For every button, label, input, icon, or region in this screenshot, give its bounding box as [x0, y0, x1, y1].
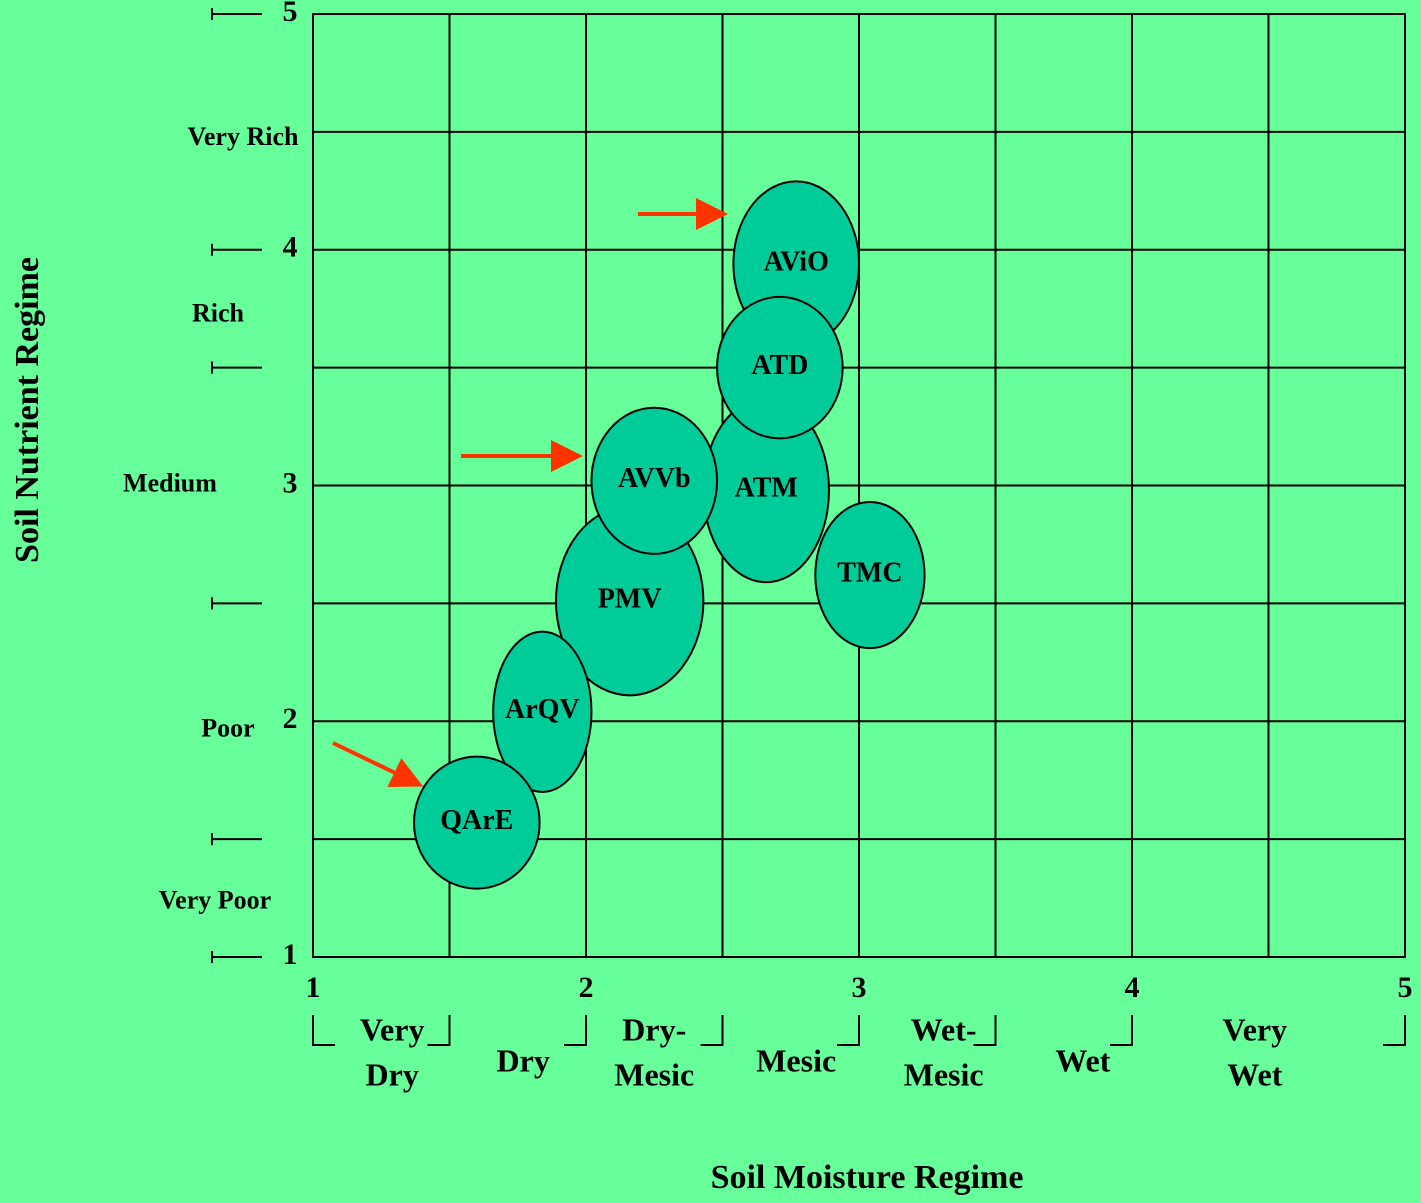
x-class-label: Mesic [614, 1056, 694, 1092]
x-tick-label: 1 [306, 971, 321, 1004]
x-bracket [427, 1015, 451, 1046]
ellipse-label: PMV [598, 583, 662, 614]
x-bracket [973, 1015, 997, 1046]
ellipse [814, 501, 926, 650]
y-tick-mark [211, 833, 262, 846]
y-tick-mark [211, 951, 262, 963]
y-class-label: Poor [201, 714, 254, 743]
x-tick-label: 5 [1398, 971, 1413, 1004]
x-class-label: Wet- [911, 1011, 977, 1047]
x-class-label: Mesic [904, 1056, 984, 1092]
x-bracket [1110, 1015, 1133, 1046]
y-tick-label: 3 [283, 466, 298, 499]
y-tick-label: 5 [283, 0, 298, 28]
x-class: Very Wet [1223, 1011, 1288, 1092]
y-axis-title: Soil Nutrient Regime [9, 257, 46, 563]
ellipse [492, 630, 593, 793]
y-class-label: Medium [123, 468, 217, 497]
x-class: Wet- Mesic [904, 1011, 984, 1092]
x-bracket [312, 1015, 335, 1046]
x-tick-label: 2 [579, 971, 594, 1004]
arrow [332, 741, 424, 787]
y-class-label: Very Rich [188, 122, 300, 151]
x-class: Dry [497, 1042, 550, 1078]
x-bracket [1383, 1015, 1406, 1046]
y-class-label: Very Poor [159, 886, 271, 915]
x-class-label: Dry [366, 1056, 419, 1092]
ellipse [413, 755, 541, 890]
ellipse-label: TMC [837, 558, 902, 589]
x-class: Mesic [756, 1042, 836, 1078]
y-tick-mark [211, 8, 262, 20]
ellipse-label: AVVb [618, 463, 691, 494]
ellipse-label: ATM [735, 473, 798, 504]
y-class-label: Rich [192, 299, 245, 328]
x-class-label: Mesic [756, 1042, 836, 1078]
x-class-label: Wet [1227, 1056, 1282, 1092]
x-class: Dry- Mesic [614, 1011, 694, 1092]
y-tick-label: 1 [283, 938, 298, 971]
x-tick-label: 4 [1125, 971, 1140, 1004]
y-tick-mark [211, 243, 262, 256]
ellipse-label: ATD [751, 350, 808, 381]
ellipse [716, 295, 844, 440]
y-tick-label: 4 [283, 231, 298, 264]
y-tick-mark [211, 361, 262, 374]
x-class-label: Dry- [622, 1011, 686, 1047]
x-class-label: Dry [497, 1042, 550, 1078]
x-class: Very Dry [360, 1011, 425, 1092]
x-axis-title: Soil Moisture Regime [711, 1159, 1024, 1196]
arrows [332, 198, 728, 787]
ellipse-label: QArE [440, 805, 513, 836]
x-class-label: Very [1223, 1011, 1288, 1047]
plot: 1 2 3 4 5 1 2 3 4 5 Very Dry Dry Dry- Mesic Mesic Wet- Me… [123, 0, 1412, 1092]
x-bracket [564, 1015, 587, 1046]
x-bracket [700, 1015, 724, 1046]
x-tick-label: 3 [852, 971, 867, 1004]
x-bracket [837, 1015, 860, 1046]
y-tick-mark [211, 597, 262, 610]
x-class-label: Very [360, 1011, 425, 1047]
ellipse-label: ArQV [505, 694, 580, 725]
y-tick-label: 2 [283, 702, 298, 735]
x-class: Wet [1055, 1042, 1110, 1078]
ellipse [590, 406, 719, 555]
ellipse-label: AViO [764, 246, 829, 277]
x-class-label: Wet [1055, 1042, 1110, 1078]
